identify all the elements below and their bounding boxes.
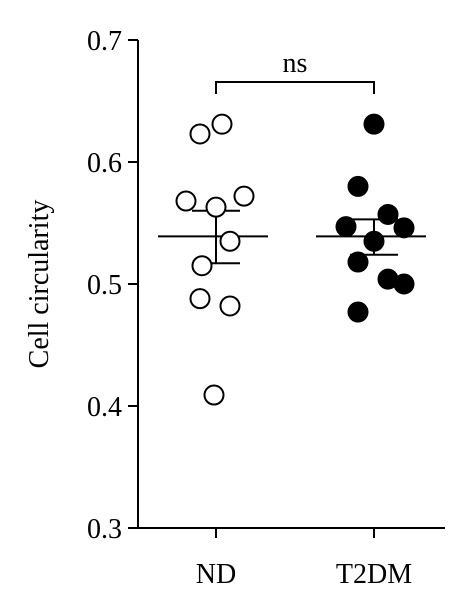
- t2dm-data-point: [363, 113, 385, 135]
- nd-data-point: [189, 288, 211, 310]
- y-tick-label: 0.7: [87, 26, 122, 57]
- t2dm-data-point: [393, 273, 415, 295]
- y-tick-label: 0.5: [87, 270, 122, 301]
- annotations: ns: [215, 48, 375, 94]
- nd-data-point: [189, 123, 211, 145]
- nd-data-point: [191, 255, 213, 277]
- y-tick-label: 0.3: [87, 514, 122, 545]
- x-category-label: T2DM: [336, 559, 412, 590]
- y-tick-label: 0.6: [87, 148, 122, 179]
- t2dm-data-point: [347, 175, 369, 197]
- t2dm-data-point: [363, 230, 385, 252]
- nd-data-point: [233, 185, 255, 207]
- nd-data-point: [203, 384, 225, 406]
- t2dm-data-point: [335, 216, 357, 238]
- t2dm-data-point: [347, 301, 369, 323]
- nd-data-point: [219, 230, 241, 252]
- x-category-label: ND: [196, 559, 236, 590]
- t2dm-data-point: [377, 203, 399, 225]
- t2dm-data-point: [347, 251, 369, 273]
- nd-data-point: [205, 196, 227, 218]
- y-tick-label: 0.4: [87, 392, 122, 423]
- t2dm-data-point: [393, 217, 415, 239]
- x-ticks: ND T2DM: [196, 528, 412, 590]
- nd-data-point: [211, 113, 233, 135]
- y-axis-label: Cell circularity: [24, 200, 55, 369]
- y-ticks: 0.3 0.4 0.5 0.6 0.7: [87, 26, 138, 545]
- nd-data-point: [219, 295, 241, 317]
- data-points: [175, 113, 415, 406]
- nd-data-point: [175, 190, 197, 212]
- significance-bracket: [215, 81, 375, 94]
- significance-label: ns: [283, 48, 308, 79]
